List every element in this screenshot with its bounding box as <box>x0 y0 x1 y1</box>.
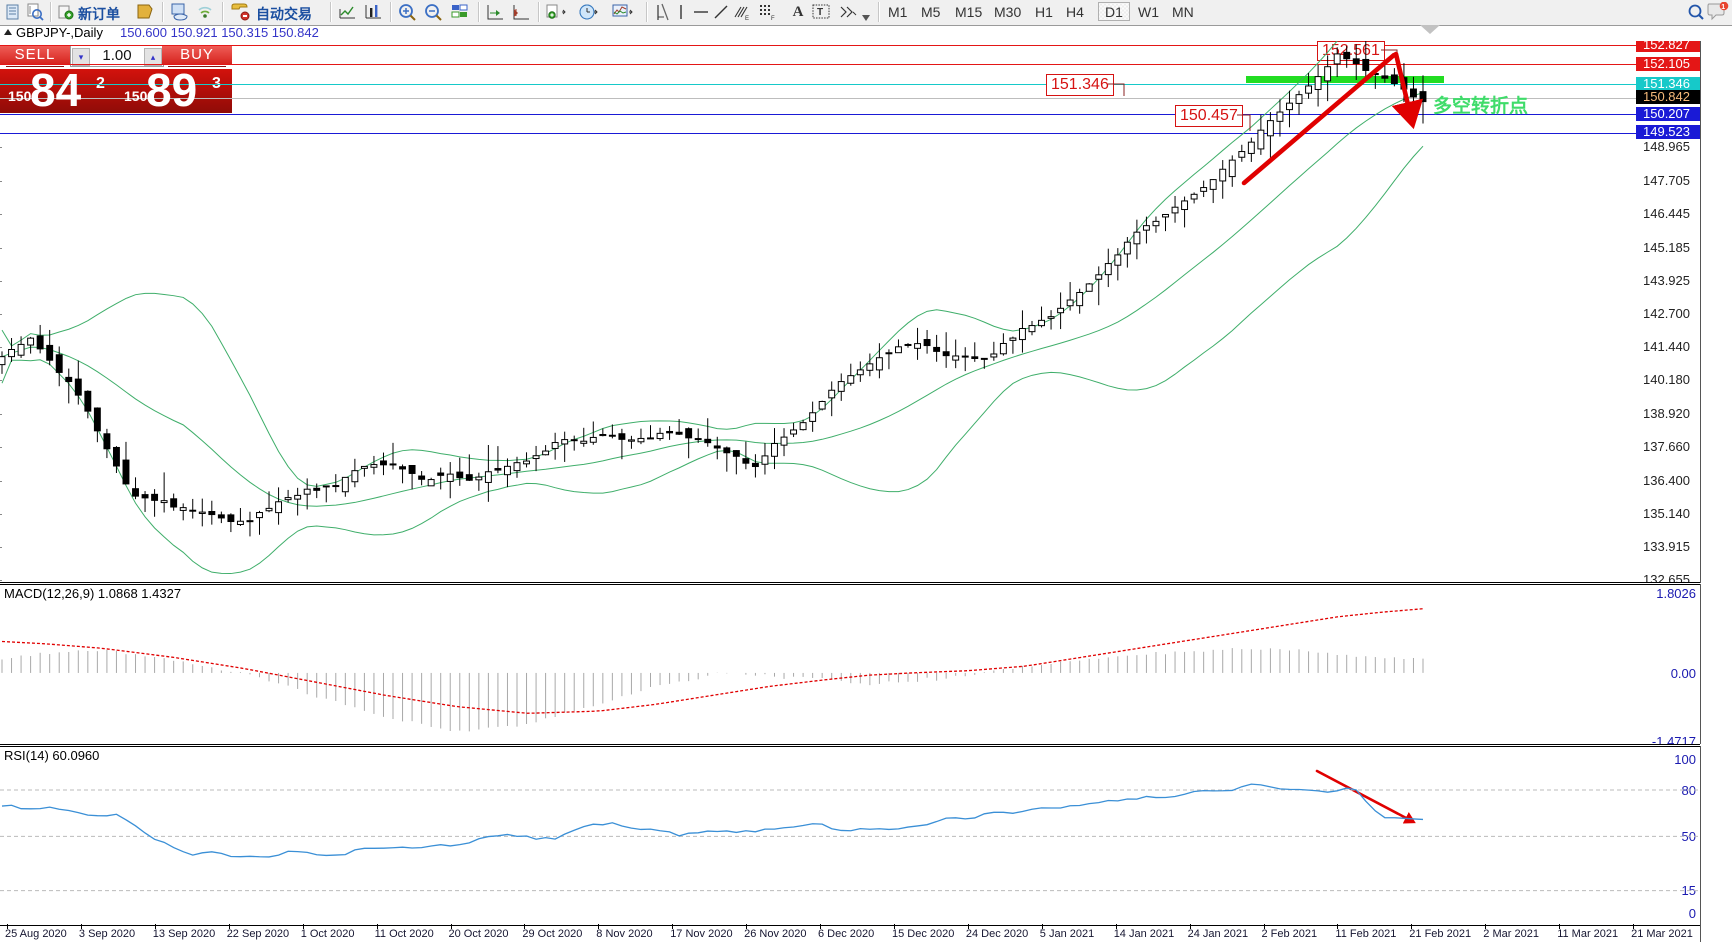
svg-text:1: 1 <box>1721 4 1725 11</box>
svg-text:T: T <box>817 7 823 18</box>
svg-text:E: E <box>745 16 749 21</box>
svg-text:F: F <box>771 16 775 21</box>
